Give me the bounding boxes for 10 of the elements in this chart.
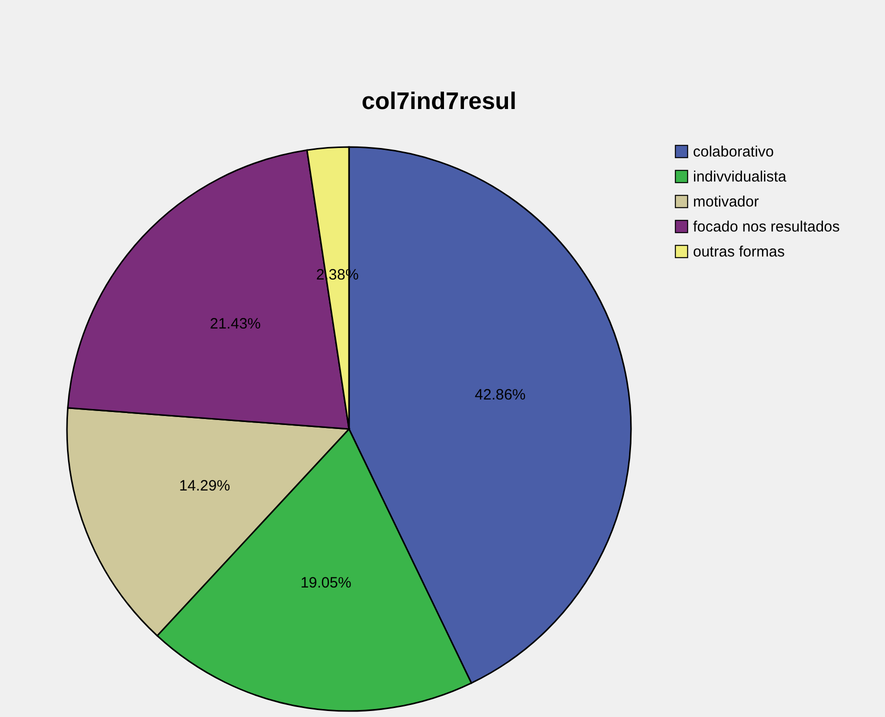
- chart-title: col7ind7resul: [362, 88, 516, 115]
- data-label: 14.29%: [179, 478, 230, 495]
- legend-label: motivador: [693, 194, 759, 210]
- data-label: 19.05%: [300, 574, 352, 592]
- legend-label: focado nos resultados: [693, 218, 840, 236]
- data-label: 42.86%: [474, 386, 526, 404]
- legend-label: indivvidualista: [693, 168, 788, 186]
- legend-label: colaborativo: [693, 144, 774, 160]
- legend-label: outras formas: [693, 244, 785, 260]
- data-label: 21.43%: [210, 315, 261, 332]
